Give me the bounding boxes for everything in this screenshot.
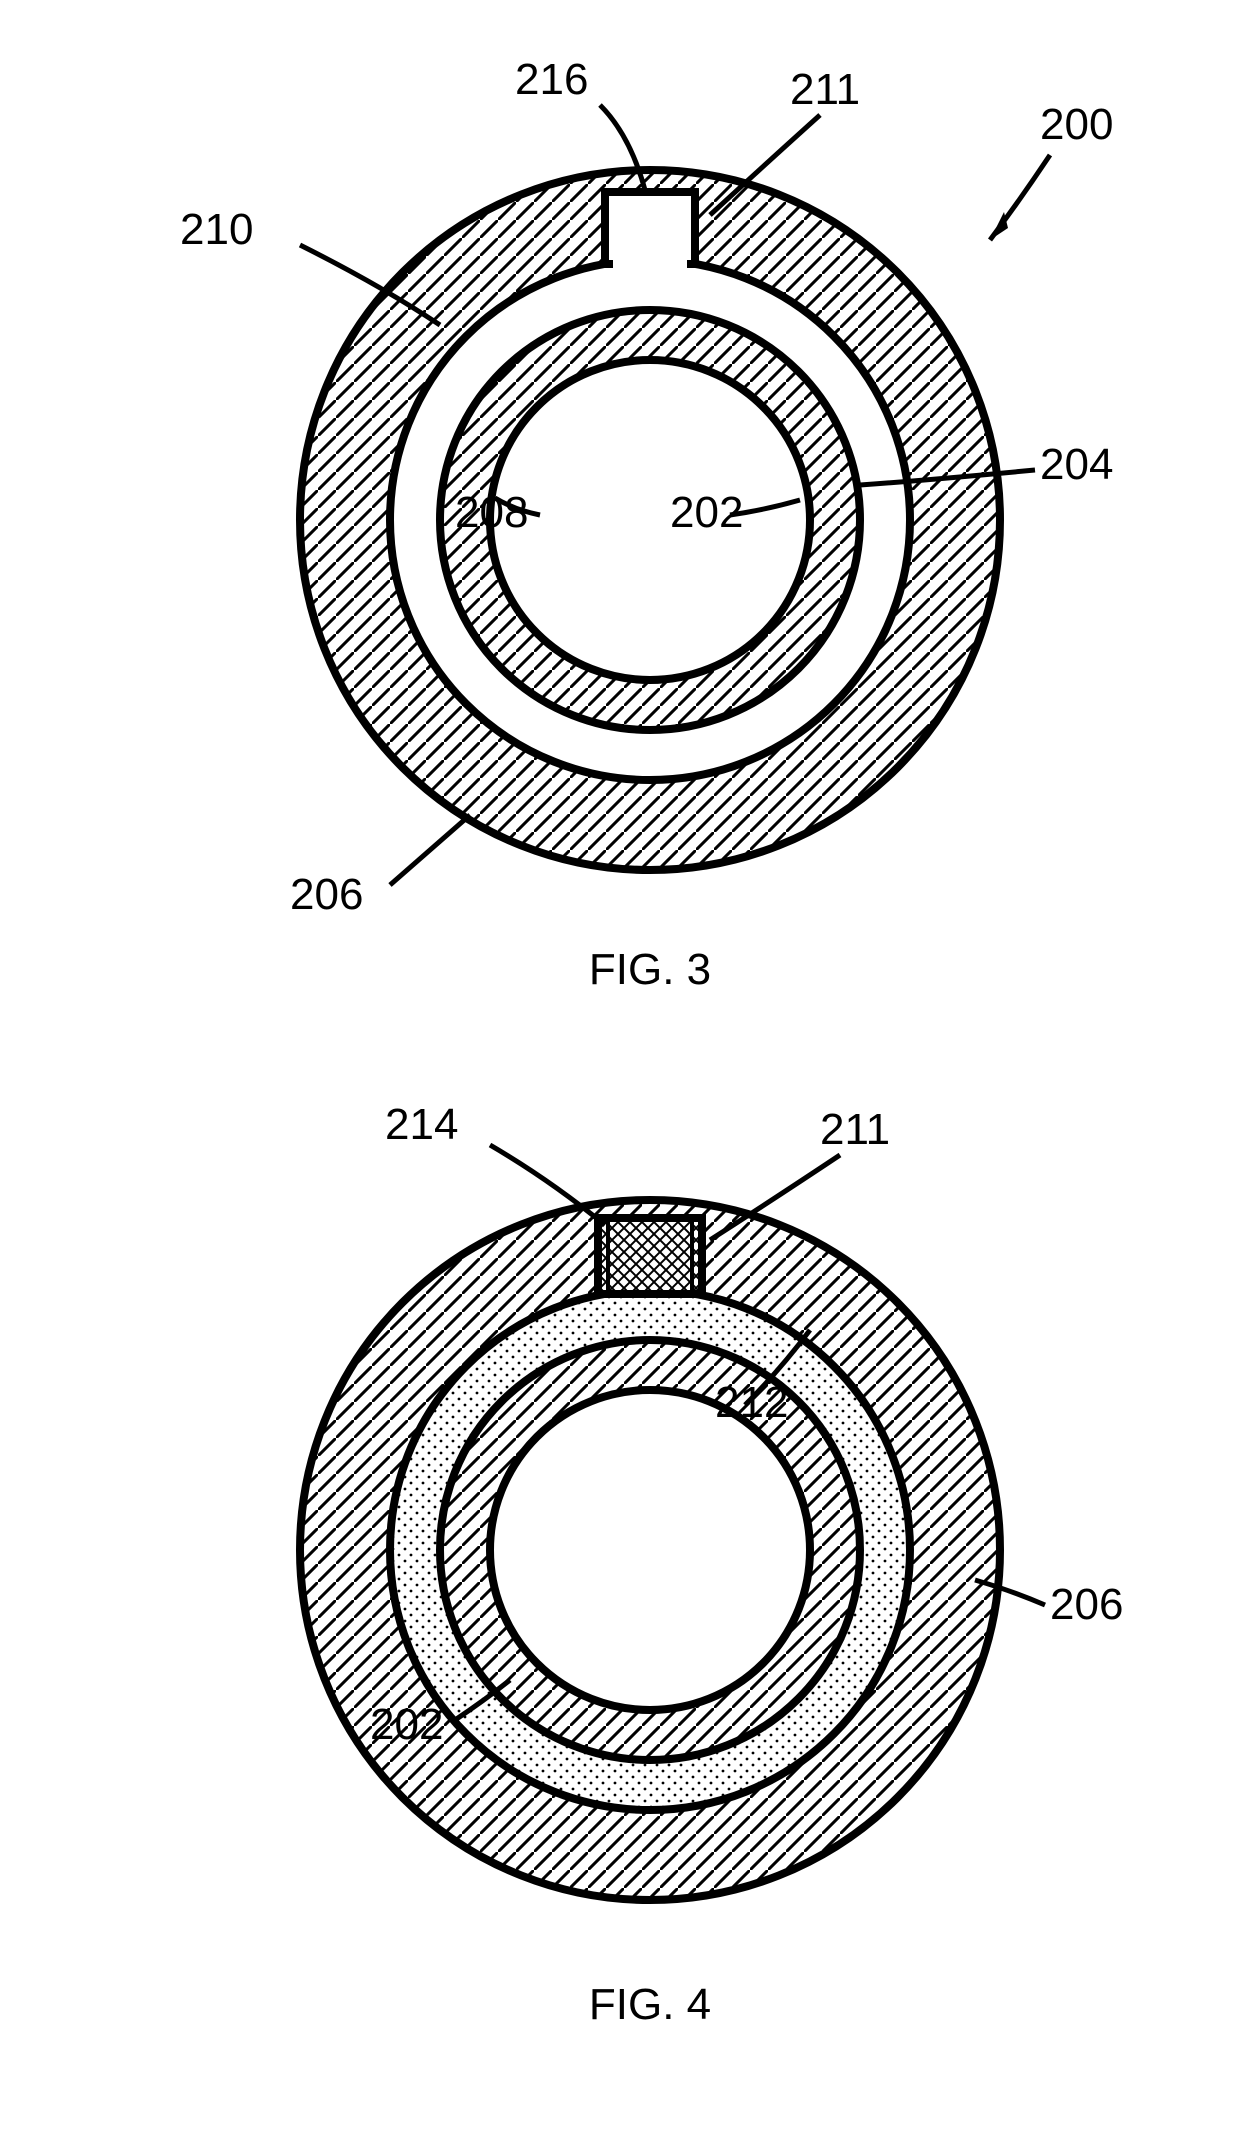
label-210: 210 <box>180 205 253 255</box>
page: 216 211 200 210 204 208 202 206 FIG. 3 <box>0 0 1240 2135</box>
label-204: 204 <box>1040 440 1113 490</box>
figure-3: 216 211 200 210 204 208 202 206 FIG. 3 <box>120 40 1180 1020</box>
inner-ring-4 <box>440 1340 860 1760</box>
label-211: 211 <box>790 65 860 115</box>
plug <box>598 1218 702 1294</box>
label-202: 202 <box>670 488 743 538</box>
fig4-svg <box>120 1060 1180 2060</box>
figure-4: 214 211 212 206 202 FIG. 4 <box>120 1060 1180 2060</box>
label-212: 212 <box>715 1378 788 1428</box>
fig3-caption: FIG. 3 <box>120 945 1180 995</box>
label-200: 200 <box>1040 100 1113 150</box>
label-202b: 202 <box>370 1700 443 1750</box>
label-206b: 206 <box>1050 1580 1123 1630</box>
label-206: 206 <box>290 870 363 920</box>
fig4-caption: FIG. 4 <box>120 1980 1180 2030</box>
label-208: 208 <box>455 488 528 538</box>
fig3-svg <box>120 40 1180 1020</box>
label-214: 214 <box>385 1100 458 1150</box>
notch <box>605 192 695 268</box>
label-211b: 211 <box>820 1105 890 1155</box>
label-216: 216 <box>515 55 588 105</box>
